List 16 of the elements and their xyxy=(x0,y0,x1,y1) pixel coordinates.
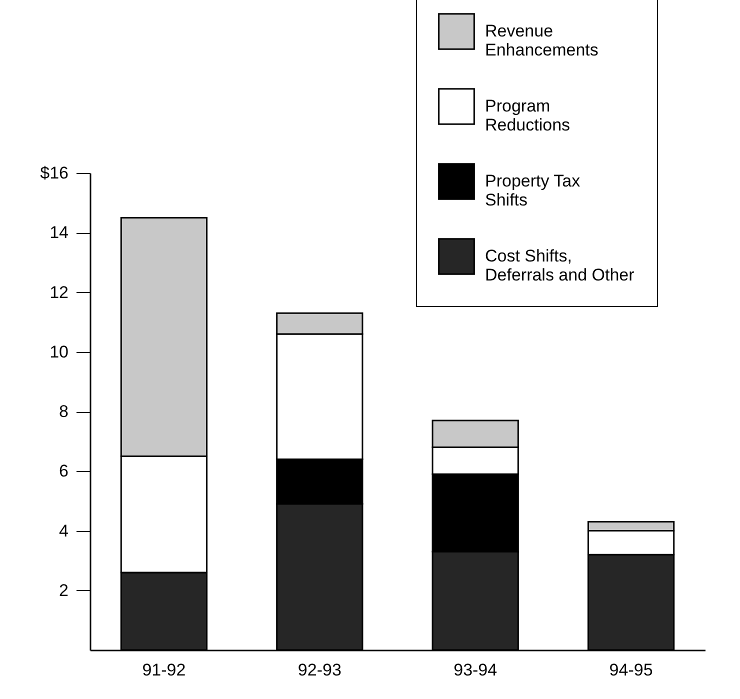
y-tick-label: 12 xyxy=(50,282,68,302)
y-tick-label: 2 xyxy=(59,580,68,600)
x-tick-label: 93-94 xyxy=(454,660,498,680)
legend-label: Cost Shifts, Deferrals and Other xyxy=(485,246,635,284)
legend-label: Program Reductions xyxy=(485,96,570,134)
x-tick-label: 91-92 xyxy=(142,660,186,680)
y-tick-label: $16 xyxy=(40,164,68,182)
legend-label: Revenue Enhancements xyxy=(485,22,598,60)
y-tick-label: 6 xyxy=(59,462,68,481)
legend-label: Property Tax Shifts xyxy=(485,172,581,210)
x-tick-label: 94-95 xyxy=(609,660,653,680)
y-tick-label: 14 xyxy=(50,223,68,242)
y-tick-label: 4 xyxy=(59,521,68,540)
y-tick-label: 10 xyxy=(50,342,68,362)
x-tick-label: 92-93 xyxy=(298,660,342,680)
y-tick-label: 8 xyxy=(59,402,68,421)
